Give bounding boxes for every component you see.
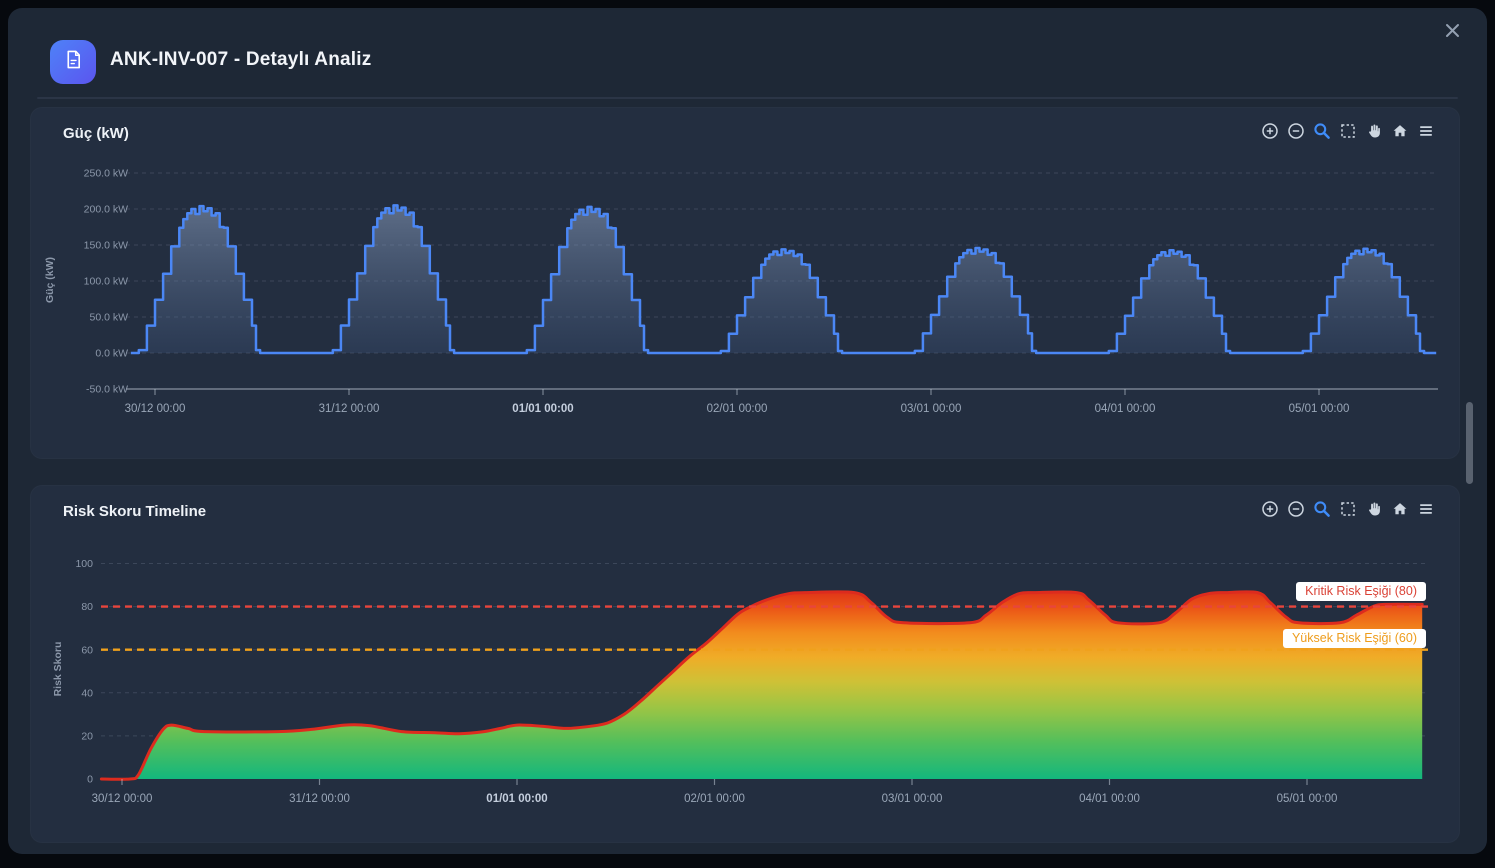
power-chart-canvas[interactable]: 250.0 kW 200.0 kW 150.0 kW 100.0 kW 50.0 kW 0…: [31, 108, 1461, 460]
zoom-in-button[interactable]: [1261, 500, 1279, 518]
pan-button[interactable]: [1365, 500, 1383, 518]
x-tick-label: 31/12 00:00: [319, 403, 380, 415]
y-tick-label: 100.0 kW: [84, 276, 128, 288]
x-tick-label: 31/12 00:00: [289, 793, 350, 805]
x-tick-label: 04/01 00:00: [1095, 403, 1156, 415]
close-icon: [1443, 21, 1462, 45]
x-tick-label: 03/01 00:00: [882, 793, 943, 805]
y-tick-label: 250.0 kW: [84, 168, 128, 180]
risk-chart-modebar: [1261, 500, 1435, 518]
modal-header: ANK-INV-007 - Detaylı Analiz: [8, 8, 1487, 99]
risk-chart-title: Risk Skoru Timeline: [63, 503, 207, 520]
x-tick-label: 05/01 00:00: [1289, 403, 1350, 415]
box-select-button[interactable]: [1339, 122, 1357, 140]
x-tick-label: 05/01 00:00: [1277, 793, 1338, 805]
document-badge: [50, 40, 96, 84]
x-tick-label: 02/01 00:00: [684, 793, 745, 805]
x-tick-label: 04/01 00:00: [1079, 793, 1140, 805]
x-tick-label: 01/01 00:00: [486, 793, 547, 805]
x-tick-label: 01/01 00:00: [512, 403, 573, 415]
zoom-in-button[interactable]: [1261, 122, 1279, 140]
zoom-out-button[interactable]: [1287, 500, 1305, 518]
y-tick-label: 0.0 kW: [95, 348, 128, 360]
home-button[interactable]: [1391, 122, 1409, 140]
menu-button[interactable]: [1417, 122, 1435, 140]
x-tick-label: 30/12 00:00: [125, 403, 186, 415]
document-icon: [64, 49, 83, 75]
risk-series-fill: [101, 591, 1423, 780]
risk-series-line: [99, 590, 1424, 781]
zoom-button[interactable]: [1313, 122, 1331, 140]
box-select-button[interactable]: [1339, 500, 1357, 518]
y-tick-label: 40: [81, 687, 93, 699]
x-tick-label: 02/01 00:00: [707, 403, 768, 415]
header-divider: [37, 97, 1458, 99]
power-chart-card: Güç (kW) 250.0 kW 200.0 kW 150.0 kW 100.0 k…: [30, 107, 1460, 459]
y-tick-label: 0: [87, 774, 93, 786]
risk-chart-card: Risk Skoru Timeline 100 80 60 40 20 0 30/12 00…: [30, 485, 1460, 843]
y-tick-label: 50.0 kW: [89, 312, 128, 324]
home-button[interactable]: [1391, 500, 1409, 518]
risk-chart-canvas[interactable]: 100 80 60 40 20 0 30/12 00:00 31/12 00:00 01/01 …: [31, 486, 1461, 844]
x-tick-label: 03/01 00:00: [901, 403, 962, 415]
y-tick-label: 150.0 kW: [84, 240, 128, 252]
zoom-button[interactable]: [1313, 500, 1331, 518]
pan-button[interactable]: [1365, 122, 1383, 140]
critical-threshold-annotation: Kritik Risk Eşiği (80): [1296, 582, 1426, 601]
power-series-line: [130, 204, 1437, 355]
y-tick-label: -50.0 kW: [86, 384, 128, 396]
y-tick-label: 100: [75, 558, 93, 570]
y-tick-label: 60: [81, 644, 93, 656]
y-tick-label: 20: [81, 731, 93, 743]
x-tick-label: 30/12 00:00: [92, 793, 153, 805]
power-chart-title: Güç (kW): [63, 125, 129, 142]
zoom-out-button[interactable]: [1287, 122, 1305, 140]
high-threshold-annotation: Yüksek Risk Eşiği (60): [1282, 629, 1426, 648]
modal-scrollbar-thumb[interactable]: [1466, 402, 1473, 484]
power-series-fill: [130, 205, 1437, 353]
close-button[interactable]: [1439, 20, 1465, 46]
power-chart-modebar: [1261, 122, 1435, 140]
y-axis-title: Risk Skoru: [52, 642, 64, 697]
y-axis-title: Güç (kW): [44, 257, 56, 303]
y-tick-label: 80: [81, 601, 93, 613]
y-tick-label: 200.0 kW: [84, 204, 128, 216]
detail-analysis-modal: ANK-INV-007 - Detaylı Analiz Güç (kW) 25…: [8, 8, 1487, 854]
menu-button[interactable]: [1417, 500, 1435, 518]
modal-title: ANK-INV-007 - Detaylı Analiz: [110, 49, 372, 70]
